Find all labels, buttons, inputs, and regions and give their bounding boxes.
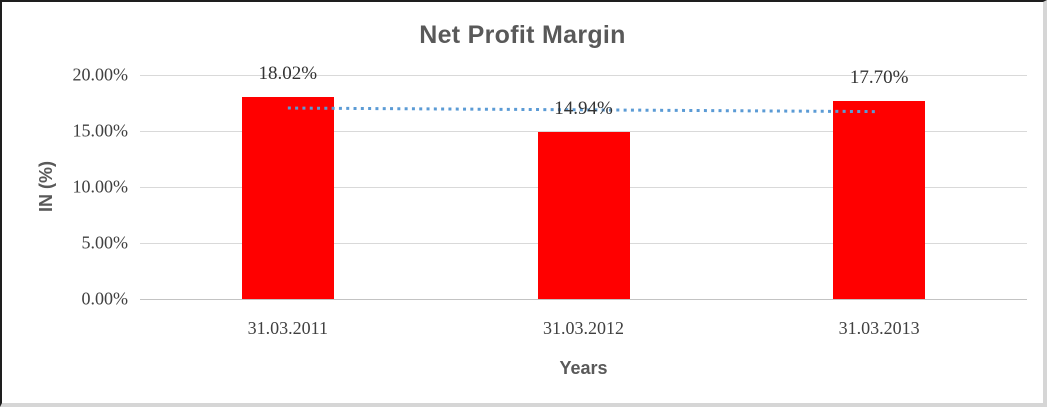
gridline xyxy=(140,131,1027,132)
bar-31.03.2012 xyxy=(537,131,630,299)
y-axis-title: IN (%) xyxy=(36,161,56,213)
gridline xyxy=(140,75,1027,76)
x-tick-label: 31.03.2011 xyxy=(247,318,328,338)
data-label: 18.02% xyxy=(258,63,318,85)
y-tick-label: 10.00% xyxy=(72,176,129,197)
bar-31.03.2013 xyxy=(833,100,926,299)
y-tick-label: 5.00% xyxy=(81,232,129,253)
plot-area: 18.02% 14.94% 17.70% xyxy=(140,63,1027,300)
data-label: 17.70% xyxy=(849,66,909,88)
data-label: 14.94% xyxy=(554,97,613,119)
x-axis-line xyxy=(140,299,1027,300)
y-tick-label: 0.00% xyxy=(81,288,129,309)
x-tick-label: 31.03.2012 xyxy=(543,318,624,338)
y-tick-label: 20.00% xyxy=(72,64,129,85)
x-axis-title: Years xyxy=(559,358,608,378)
y-tick-label: 15.00% xyxy=(72,120,129,141)
chart-title: Net Profit Margin xyxy=(419,21,626,49)
bar-31.03.2011 xyxy=(241,97,334,299)
x-tick-label: 31.03.2013 xyxy=(838,318,920,338)
